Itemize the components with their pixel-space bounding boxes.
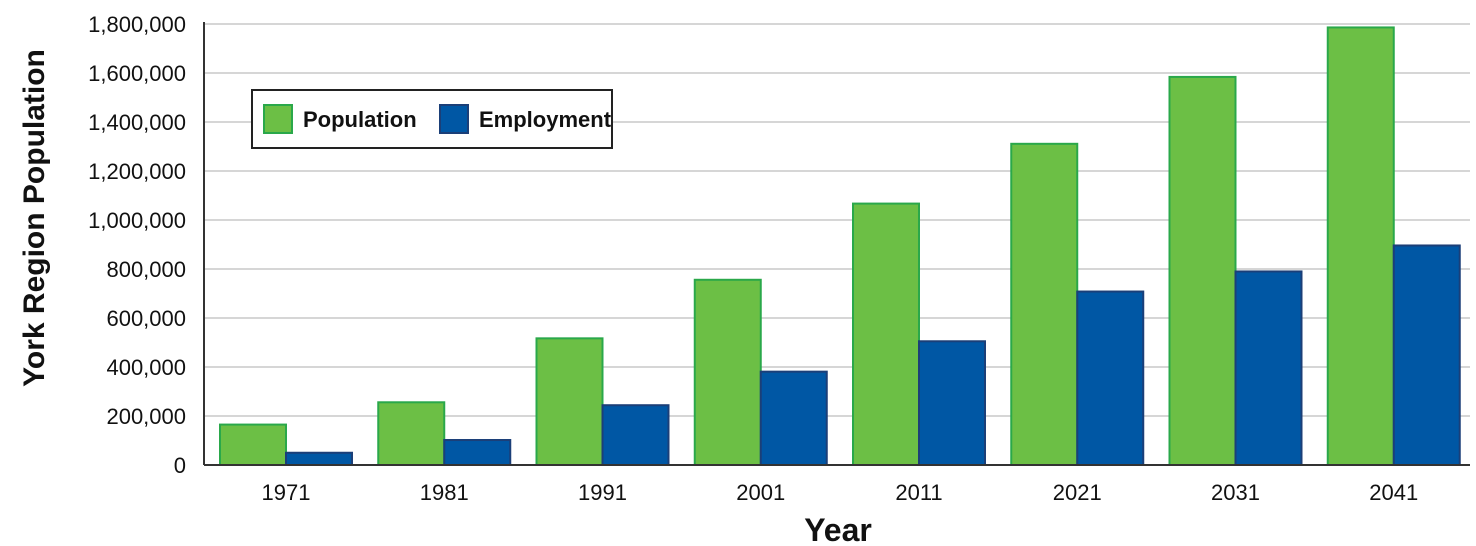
bar-population [535, 337, 604, 466]
x-tick-label: 2011 [895, 480, 942, 505]
bar-employment [918, 340, 986, 466]
legend-box [251, 89, 613, 149]
bar-employment [443, 439, 512, 467]
x-tick-label: 2031 [1211, 480, 1260, 505]
bar-population [377, 401, 446, 466]
y-tick-label: 0 [174, 453, 186, 478]
legend-swatch-employment [439, 104, 469, 134]
bar-employment [601, 404, 670, 466]
x-tick-label: 1971 [262, 480, 311, 505]
y-tick-label: 1,400,000 [88, 110, 186, 135]
bar-population [1010, 142, 1079, 466]
bar-population [219, 423, 287, 467]
x-tick-label: 1981 [420, 480, 469, 505]
x-axis-title: Year [804, 512, 872, 546]
y-tick-label: 200,000 [106, 404, 186, 429]
x-tick-labels: 1971 1981 1991 2001 2011 2021 2031 2041 [262, 480, 1419, 505]
y-tick-label: 1,200,000 [88, 159, 186, 184]
x-tick-label: 2021 [1053, 480, 1102, 505]
y-tick-label: 400,000 [106, 355, 186, 380]
bar-employment [1392, 244, 1461, 466]
legend-swatch-population [263, 104, 293, 134]
bar-population [693, 278, 762, 466]
y-tick-label: 600,000 [106, 306, 186, 331]
y-tick-labels: 0 200,000 400,000 600,000 800,000 1,000,000 1,… [88, 12, 186, 478]
axes [203, 22, 1470, 466]
bar-employment [1076, 290, 1145, 467]
bars [219, 26, 1461, 467]
y-tick-label: 1,800,000 [88, 12, 186, 37]
x-tick-label: 1991 [578, 480, 627, 505]
y-tick-label: 1,600,000 [88, 61, 186, 86]
y-axis-title: York Region Population [18, 49, 51, 387]
bar-employment [285, 451, 353, 466]
bar-employment [759, 370, 828, 466]
legend-label-population: Population [303, 107, 417, 132]
x-tick-label: 2001 [736, 480, 785, 505]
legend-label-employment: Employment [479, 107, 612, 132]
bar-population [852, 202, 920, 467]
y-tick-label: 800,000 [106, 257, 186, 282]
legend: Population Employment [251, 89, 613, 149]
y-tick-label: 1,000,000 [88, 208, 186, 233]
bar-population [1168, 75, 1237, 466]
bar-population [1326, 26, 1395, 467]
x-tick-label: 2041 [1369, 480, 1418, 505]
bar-employment [1234, 270, 1303, 467]
